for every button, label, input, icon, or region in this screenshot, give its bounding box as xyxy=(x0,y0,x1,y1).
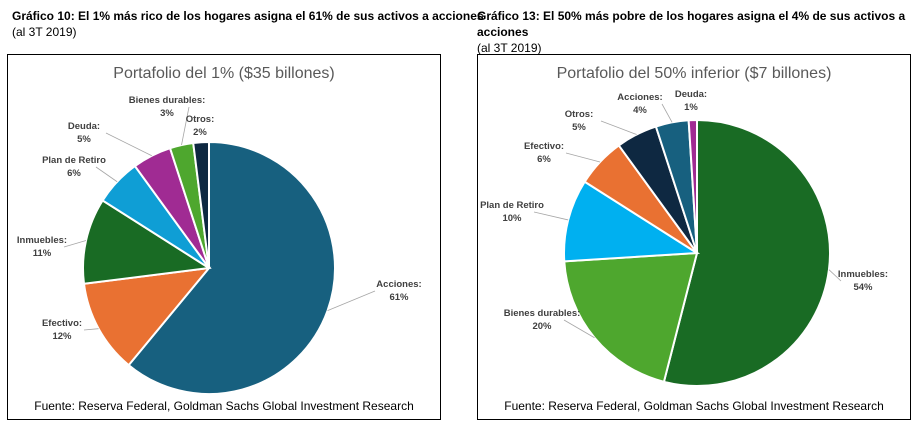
slice-value-label: 1% xyxy=(684,102,698,113)
leader-line xyxy=(661,103,673,123)
slice-category-label: Bienes durables: xyxy=(504,308,581,319)
leader-line xyxy=(105,132,152,157)
chart-caption-right: Gráfico 13: El 50% más pobre de los hoga… xyxy=(477,8,922,56)
slice-category-label: Plan de Retiro xyxy=(42,155,106,166)
pie-chart: Inmuebles: 54% Bienes durables: 20% Plan de … xyxy=(480,89,888,387)
slice-value-label: 54% xyxy=(853,282,873,293)
leader-line xyxy=(181,106,190,146)
slice-value-label: 61% xyxy=(389,292,409,303)
leader-line xyxy=(600,120,637,135)
slice-value-label: 2% xyxy=(193,127,207,138)
leader-line xyxy=(83,328,99,331)
slice-category-label: Acciones: xyxy=(617,92,662,103)
slice-category-label: Otros: xyxy=(565,109,594,120)
leader-line xyxy=(563,319,595,339)
slice-category-label: Inmuebles: xyxy=(17,235,67,246)
source-note: Fuente: Reserva Federal, Goldman Sachs G… xyxy=(34,399,414,413)
pie-slice xyxy=(563,180,701,263)
pie-panel-left: Portafolio del 1% ($35 billones) Accione… xyxy=(7,54,441,420)
slice-value-label: 4% xyxy=(633,105,647,116)
leader-line xyxy=(63,240,87,248)
caption-title: Gráfico 13: El 50% más pobre de los hoga… xyxy=(477,9,906,39)
slice-value-label: 10% xyxy=(502,213,522,224)
leader-line xyxy=(828,269,842,282)
slice-category-label: Acciones: xyxy=(376,279,421,290)
slice-value-label: 20% xyxy=(532,321,552,332)
slice-value-label: 6% xyxy=(537,154,551,165)
caption-title: Gráfico 10: El 1% más rico de los hogare… xyxy=(12,9,484,23)
slice-value-label: 5% xyxy=(77,134,91,145)
chart-title: Portafolio del 1% ($35 billones) xyxy=(113,65,335,82)
slice-category-label: Deuda: xyxy=(675,89,707,100)
slice-category-label: Bienes durables: xyxy=(129,95,206,106)
chart-title: Portafolio del 50% inferior ($7 billones… xyxy=(556,65,832,82)
slice-category-label: Efectivo: xyxy=(42,318,82,329)
pie-slice xyxy=(662,118,831,387)
leader-line xyxy=(533,211,569,221)
pie-slice xyxy=(82,266,212,367)
slice-value-label: 12% xyxy=(52,331,72,342)
slice-value-label: 3% xyxy=(160,108,174,119)
slice-value-label: 6% xyxy=(67,168,81,179)
slice-value-label: 11% xyxy=(33,248,52,259)
slice-category-label: Deuda: xyxy=(68,121,100,132)
slice-value-label: 5% xyxy=(572,122,586,133)
pie-slice xyxy=(192,140,210,269)
slice-category-label: Efectivo: xyxy=(524,141,564,152)
caption-subtitle: (al 3T 2019) xyxy=(477,41,542,55)
slice-category-label: Plan de Retiro xyxy=(480,200,544,211)
pie-panel-right: Portafolio del 50% inferior ($7 billones… xyxy=(477,54,911,420)
pie-chart: Acciones: 61% Efectivo: 12% Inmuebles: 11% Pla… xyxy=(17,95,422,395)
slice-category-label: Otros: xyxy=(186,114,215,125)
leader-line xyxy=(95,166,118,183)
caption-subtitle: (al 3T 2019) xyxy=(12,25,77,39)
pie-slice xyxy=(687,118,698,254)
chart-caption-left: Gráfico 10: El 1% más rico de los hogare… xyxy=(12,8,484,40)
leader-line xyxy=(565,152,601,163)
source-note: Fuente: Reserva Federal, Goldman Sachs G… xyxy=(504,399,884,413)
leader-line xyxy=(327,290,376,312)
slice-category-label: Inmuebles: xyxy=(838,269,888,280)
